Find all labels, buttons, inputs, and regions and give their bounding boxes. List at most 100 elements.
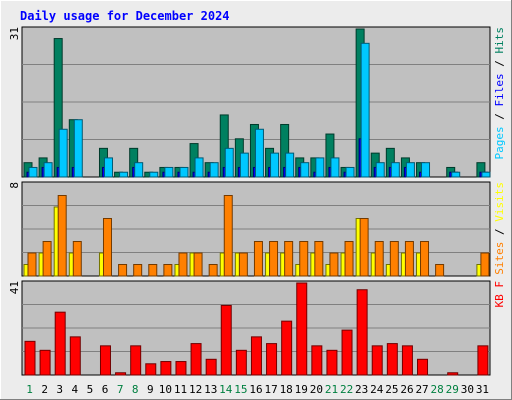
day-label-11: 11 [174,383,187,396]
day-label-4: 4 [72,383,79,396]
bar-visits-sites-day-9 [148,264,158,277]
bar-visits-sites-day-22 [344,241,354,277]
ymax-label-kbytes: 41 [8,281,21,294]
day-label-10: 10 [159,383,172,396]
day-label-26: 26 [400,383,413,396]
day-label-31: 31 [476,383,489,396]
bar-hits-pages-day-9 [149,171,159,178]
side-label-visits: Sites / Visits [493,182,506,275]
bar-visits-sites-day-7 [118,264,128,277]
bar-visits-sites-day-18 [284,241,294,277]
bar-hits-pages-day-24 [375,162,385,178]
day-label-24: 24 [370,383,384,396]
bar-kbytes-kb-f-day-1 [24,340,36,376]
bar-visits-sites-day-23 [359,218,369,277]
bar-visits-sites-day-21 [329,252,339,277]
day-label-29: 29 [446,383,459,396]
bar-hits-pages-day-13 [209,162,219,178]
bar-visits-sites-day-26 [404,241,414,277]
bar-visits-sites-day-13 [208,264,218,277]
panel-hits: 31 Pages / Files / Hits [8,26,506,178]
bar-hits-pages-day-11 [179,166,189,178]
bar-hits-pages-day-1 [28,166,38,178]
bar-visits-sites-day-17 [269,241,279,277]
bar-hits-pages-day-26 [405,162,415,178]
bar-kbytes-kb-f-day-31 [477,345,489,376]
day-labels: 1 2 3 4 5 6 7 8 9 10 11 12 13 14 15 16 17 18 19 20 21 22 23 24 2… [26,383,489,396]
bar-visits-sites-day-25 [389,241,399,277]
day-label-12: 12 [189,383,202,396]
bar-kbytes-kb-f-day-2 [39,349,51,376]
bar-hits-pages-day-16 [254,128,264,178]
bar-hits-pages-day-4 [73,119,83,178]
bar-visits-sites-day-28 [435,264,445,277]
day-label-9: 9 [147,383,154,396]
bar-hits-pages-day-14 [224,147,234,178]
bar-kbytes-kb-f-day-20 [311,345,323,376]
panel-kbytes: 41 KB F [8,280,506,376]
day-label-6: 6 [102,383,109,396]
bar-kbytes-kb-f-day-17 [266,343,278,376]
day-label-7: 7 [117,383,124,396]
bar-hits-pages-day-17 [270,152,280,178]
bar-hits-pages-day-27 [421,162,431,178]
side-label-part: / [493,54,506,74]
day-label-16: 16 [249,383,262,396]
bar-kbytes-kb-f-day-12 [190,343,202,376]
side-label-part: KB F [493,281,506,308]
day-label-20: 20 [310,383,323,396]
day-label-8: 8 [132,383,139,396]
side-label-part: Visits [493,182,506,222]
bar-kbytes-kb-f-day-23 [356,289,368,376]
bar-hits-pages-day-31 [481,171,491,178]
bar-visits-sites-day-27 [420,241,430,277]
bar-hits-pages-day-12 [194,157,204,178]
bar-hits-pages-day-2 [43,162,53,178]
day-label-14: 14 [219,383,233,396]
side-label-kbytes: KB F [493,281,506,308]
day-label-30: 30 [461,383,474,396]
bar-kbytes-kb-f-day-8 [130,345,142,376]
bar-kbytes-kb-f-day-22 [341,329,353,376]
bar-visits-sites-day-24 [374,241,384,277]
day-label-22: 22 [340,383,353,396]
chart-title: Daily usage for December 2024 [20,9,230,23]
day-label-25: 25 [385,383,398,396]
bar-visits-sites-day-31 [480,252,490,277]
bar-kbytes-kb-f-day-9 [145,363,157,376]
bar-hits-pages-day-8 [134,162,144,178]
bar-hits-pages-day-6 [103,157,113,178]
bar-kbytes-kb-f-day-19 [296,282,308,376]
day-label-17: 17 [264,383,277,396]
bar-hits-pages-day-19 [300,162,310,178]
bar-visits-sites-day-15 [238,252,248,277]
side-label-part: / [493,222,506,242]
day-label-1: 1 [26,383,33,396]
day-label-19: 19 [295,383,308,396]
bar-hits-pages-day-15 [239,152,249,178]
bar-visits-sites-day-1 [27,252,37,277]
bar-hits-pages-day-23 [360,42,370,178]
day-label-15: 15 [234,383,247,396]
day-label-5: 5 [87,383,94,396]
panel-visits: 8 Sites / Visits [8,181,506,277]
bar-hits-pages-day-18 [285,152,295,178]
bar-visits-sites-day-20 [314,241,324,277]
day-label-27: 27 [415,383,428,396]
bar-kbytes-kb-f-day-29 [447,372,459,376]
bar-kbytes-kb-f-day-27 [417,358,429,376]
bar-visits-sites-day-6 [102,218,112,277]
bar-hits-pages-day-25 [390,162,400,178]
side-label-part: Pages [493,126,506,159]
bar-visits-sites-day-11 [178,252,188,277]
ymax-label-visits: 8 [8,182,21,189]
bar-kbytes-kb-f-day-3 [54,311,66,376]
bar-visits-sites-day-12 [193,252,203,277]
bar-hits-pages-day-22 [345,166,355,178]
bar-visits-sites-day-19 [299,241,309,277]
bar-kbytes-kb-f-day-16 [250,336,262,376]
bar-hits-pages-day-21 [330,157,340,178]
bar-visits-sites-day-10 [163,264,173,277]
day-label-18: 18 [280,383,293,396]
